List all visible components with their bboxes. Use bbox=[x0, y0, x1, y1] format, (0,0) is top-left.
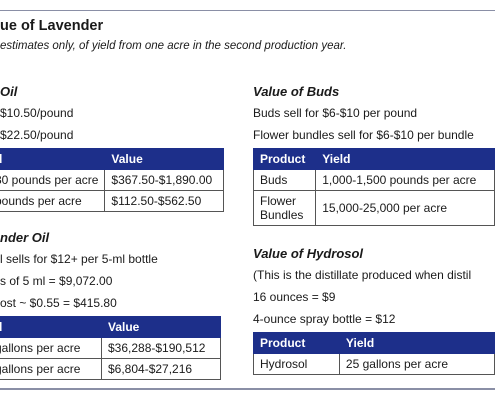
hydrosol-table: Product Yield Hydrosol 25 gallons per ac… bbox=[253, 332, 495, 375]
table-header-row: d Value bbox=[0, 148, 225, 170]
hydrosol-heading: Value of Hydrosol bbox=[253, 246, 364, 261]
oil-heading: Oil bbox=[0, 84, 18, 99]
oil-table: d Value 30 pounds per acre $367.50-$1,89… bbox=[0, 148, 225, 212]
table-header-row: d Value bbox=[0, 316, 221, 338]
table-row: Flower Bundles 15,000-25,000 per acre bbox=[252, 190, 495, 226]
lavender-oil-line-2: s of 5 ml = $9,072.00 bbox=[0, 274, 113, 288]
table-cell: 1,000-1,500 pounds per acre bbox=[315, 169, 495, 191]
table-header: d bbox=[0, 316, 102, 338]
table-header: Product bbox=[253, 332, 340, 354]
table-cell: $112.50-$562.50 bbox=[104, 190, 225, 212]
table-row: Buds 1,000-1,500 pounds per acre bbox=[252, 169, 495, 191]
table-header: Product bbox=[252, 148, 317, 170]
table-header-row: Product Yield bbox=[252, 148, 495, 170]
content-frame bbox=[0, 10, 495, 390]
lavender-oil-line-1: l sells for $12+ per 5-ml bottle bbox=[0, 252, 158, 266]
page-title: ue of Lavender bbox=[0, 18, 104, 34]
table-cell: Hydrosol bbox=[253, 353, 340, 375]
table-row: 30 pounds per acre $367.50-$1,890.00 bbox=[0, 169, 225, 191]
oil-line-1: $10.50/pound bbox=[0, 106, 74, 120]
table-row: pounds per acre $112.50-$562.50 bbox=[0, 190, 225, 212]
lavender-oil-heading: nder Oil bbox=[0, 230, 50, 245]
table-cell: 25 gallons per acre bbox=[338, 353, 495, 375]
table-cell: Buds bbox=[252, 169, 317, 191]
buds-section: Value of Buds Buds sell for $6-$10 per p… bbox=[252, 82, 495, 226]
bottom-rule bbox=[0, 388, 495, 390]
lavender-oil-section: nder Oil l sells for $12+ per 5-ml bottl… bbox=[0, 228, 221, 380]
table-cell: gallons per acre bbox=[0, 337, 102, 359]
table-cell: 15,000-25,000 per acre bbox=[315, 190, 495, 226]
oil-section: Oil $10.50/pound $22.50/pound d Value 30… bbox=[0, 82, 225, 212]
buds-line-2: Flower bundles sell for $6-$10 per bundl… bbox=[253, 128, 474, 142]
page-subtitle: estimates only, of yield from one acre i… bbox=[0, 40, 347, 52]
table-header: Yield bbox=[315, 148, 495, 170]
buds-table: Product Yield Buds 1,000-1,500 pounds pe… bbox=[252, 148, 495, 226]
table-header: Value bbox=[104, 148, 225, 170]
table-header: Yield bbox=[338, 332, 495, 354]
table-header: d bbox=[0, 148, 106, 170]
hydrosol-line-1: (This is the distillate produced when di… bbox=[253, 268, 472, 282]
table-header: Value bbox=[101, 316, 221, 338]
hydrosol-section: Value of Hydrosol (This is the distillat… bbox=[253, 244, 495, 375]
oil-line-2: $22.50/pound bbox=[0, 128, 74, 142]
lavender-oil-line-3: ost ~ $0.55 = $415.80 bbox=[0, 296, 117, 310]
buds-heading: Value of Buds bbox=[253, 84, 340, 99]
lavender-oil-table: d Value gallons per acre $36,288-$190,51… bbox=[0, 316, 221, 380]
table-cell: $36,288-$190,512 bbox=[101, 337, 221, 359]
table-row: gallons per acre $36,288-$190,512 bbox=[0, 337, 221, 359]
buds-line-1: Buds sell for $6-$10 per pound bbox=[253, 106, 418, 120]
table-row: Hydrosol 25 gallons per acre bbox=[253, 353, 495, 375]
table-cell: gallons per acre bbox=[0, 358, 102, 380]
table-cell: $367.50-$1,890.00 bbox=[104, 169, 225, 191]
table-header-row: Product Yield bbox=[253, 332, 495, 354]
table-cell: Flower Bundles bbox=[252, 190, 317, 226]
table-cell: 30 pounds per acre bbox=[0, 169, 106, 191]
table-cell: $6,804-$27,216 bbox=[101, 358, 221, 380]
table-row: gallons per acre $6,804-$27,216 bbox=[0, 358, 221, 380]
table-cell: pounds per acre bbox=[0, 190, 106, 212]
hydrosol-line-2: 16 ounces = $9 bbox=[253, 290, 336, 304]
hydrosol-line-3: 4-ounce spray bottle = $12 bbox=[253, 312, 396, 326]
